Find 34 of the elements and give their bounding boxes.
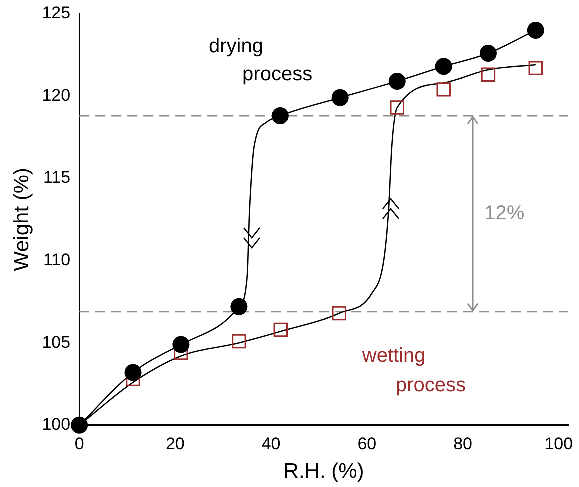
y-tick-label: 110 xyxy=(43,250,71,270)
x-tick-label: 60 xyxy=(358,434,377,454)
point xyxy=(172,336,190,354)
x-tick-label: 80 xyxy=(454,434,473,454)
point xyxy=(527,22,544,39)
y-tick-label: 105 xyxy=(42,332,71,352)
y-tick-label: 125 xyxy=(42,4,71,23)
y-axis-title: Weight (%) xyxy=(10,168,34,272)
x-tick-label: 0 xyxy=(74,434,84,454)
point xyxy=(332,306,346,321)
y-tick-label: 115 xyxy=(43,168,71,188)
point xyxy=(274,322,288,338)
point xyxy=(124,364,142,382)
x-axis-title: R.H. (%) xyxy=(284,460,364,484)
series-label: drying process xyxy=(208,35,313,86)
point xyxy=(332,89,349,106)
point xyxy=(481,68,496,82)
x-tick-label: 40 xyxy=(262,434,281,454)
y-tick-label: 120 xyxy=(42,86,71,105)
point xyxy=(232,334,246,349)
point xyxy=(436,82,451,97)
point xyxy=(388,72,406,90)
point xyxy=(272,108,289,125)
point xyxy=(390,100,404,115)
point xyxy=(528,61,544,76)
point xyxy=(435,58,452,76)
series-label: wetting process xyxy=(361,344,466,396)
point xyxy=(480,44,497,62)
point xyxy=(71,416,88,434)
x-tick-label: 20 xyxy=(166,434,185,454)
y-tick-label: 100 xyxy=(42,415,71,434)
annotation: 12% xyxy=(484,202,525,224)
x-tick-label: 100 xyxy=(544,434,574,454)
point xyxy=(230,298,248,316)
